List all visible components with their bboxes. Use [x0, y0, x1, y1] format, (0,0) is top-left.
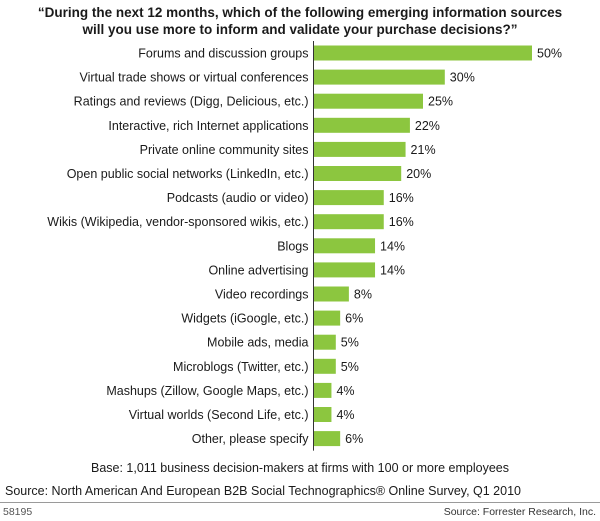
- base-note: Base: 1,011 business decision-makers at …: [90, 461, 509, 475]
- category-label: Virtual trade shows or virtual conferenc…: [79, 71, 308, 85]
- data-label: 21%: [411, 143, 436, 157]
- data-label: 6%: [345, 432, 363, 446]
- chart-title-line-2: will you use more to inform and validate…: [82, 22, 518, 37]
- bar-chart: Forums and discussion groups 50% Virtual t…: [47, 41, 562, 451]
- data-label: 8%: [354, 288, 372, 302]
- data-label: 14%: [380, 239, 405, 253]
- data-label: 6%: [345, 312, 363, 326]
- category-label: Other, please specify: [192, 432, 309, 446]
- data-label: 50%: [537, 47, 562, 61]
- data-label: 4%: [336, 384, 354, 398]
- bar: [314, 286, 349, 302]
- category-label: Microblogs (Twitter, etc.): [173, 360, 308, 374]
- bar: [314, 69, 445, 85]
- category-label: Podcasts (audio or video): [167, 191, 309, 205]
- data-label: 5%: [341, 360, 359, 374]
- bar: [314, 166, 402, 181]
- credit-line: Source: Forrester Research, Inc.: [443, 506, 596, 518]
- bar: [314, 407, 332, 422]
- source-note: Source: North American And European B2B …: [5, 484, 521, 498]
- bar: [314, 141, 406, 157]
- category-label: Ratings and reviews (Digg, Delicious, et…: [74, 95, 309, 109]
- category-label: Open public social networks (LinkedIn, e…: [67, 167, 309, 181]
- category-label: Video recordings: [215, 288, 309, 302]
- bar: [314, 334, 336, 350]
- bar: [314, 214, 384, 230]
- data-label: 22%: [415, 119, 440, 133]
- data-label: 20%: [406, 167, 431, 181]
- bar: [314, 310, 341, 326]
- chart-title: “During the next 12 months, which of the…: [0, 4, 600, 38]
- data-label: 30%: [450, 71, 475, 85]
- bar: [314, 93, 423, 109]
- data-label: 25%: [428, 95, 453, 109]
- category-label: Mobile ads, media: [207, 336, 308, 350]
- category-label: Mashups (Zillow, Google Maps, etc.): [106, 384, 308, 398]
- footer-divider: [0, 502, 600, 503]
- category-label: Forums and discussion groups: [138, 47, 308, 61]
- bar: [314, 358, 336, 374]
- category-label: Widgets (iGoogle, etc.): [181, 312, 308, 326]
- data-label: 4%: [336, 408, 354, 422]
- category-label: Private online community sites: [140, 143, 309, 157]
- category-label: Virtual worlds (Second Life, etc.): [129, 408, 309, 422]
- data-label: 5%: [341, 336, 359, 350]
- bar: [314, 262, 376, 278]
- bar: [314, 117, 410, 133]
- chart-title-line-1: “During the next 12 months, which of the…: [37, 5, 563, 20]
- category-label: Blogs: [277, 239, 308, 253]
- data-label: 16%: [389, 215, 414, 229]
- bar: [314, 431, 341, 447]
- category-label: Online advertising: [208, 263, 308, 277]
- bar: [314, 382, 332, 398]
- bar: [314, 238, 376, 254]
- bar: [314, 190, 384, 206]
- bar: [314, 45, 532, 61]
- category-label: Wikis (Wikipedia, vendor-sponsored wikis…: [47, 215, 308, 229]
- data-label: 14%: [380, 263, 405, 277]
- figure-id: 58195: [3, 506, 33, 518]
- category-label: Interactive, rich Internet applications: [108, 119, 308, 133]
- data-label: 16%: [389, 191, 414, 205]
